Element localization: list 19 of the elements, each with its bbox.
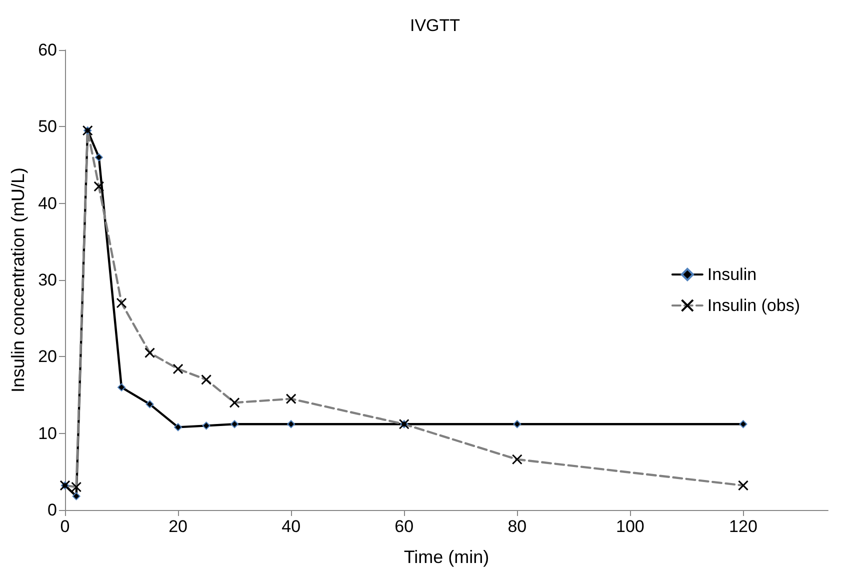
legend-label: Insulin (obs) bbox=[707, 296, 800, 315]
x-tick-label: 20 bbox=[168, 517, 188, 536]
x-tick-label: 80 bbox=[508, 517, 527, 536]
chart-title: IVGTT bbox=[410, 16, 460, 35]
y-tick-label: 10 bbox=[38, 424, 57, 443]
x-tick-label: 40 bbox=[282, 517, 301, 536]
y-tick-label: 0 bbox=[48, 500, 57, 520]
y-tick-label: 40 bbox=[38, 194, 57, 213]
x-tick-label: 100 bbox=[616, 517, 644, 536]
x-axis-title: Time (min) bbox=[404, 547, 490, 567]
y-tick-label: 50 bbox=[38, 117, 57, 136]
y-axis-title: Insulin concentration (mU/L) bbox=[8, 167, 28, 393]
legend-label: Insulin bbox=[707, 265, 757, 284]
y-tick-label: 60 bbox=[38, 40, 57, 60]
x-tick-label: 0 bbox=[60, 517, 70, 536]
x-tick-label: 60 bbox=[394, 517, 414, 536]
y-tick-label: 30 bbox=[38, 270, 57, 290]
y-tick-label: 20 bbox=[38, 347, 57, 366]
x-tick-label: 120 bbox=[729, 517, 758, 536]
